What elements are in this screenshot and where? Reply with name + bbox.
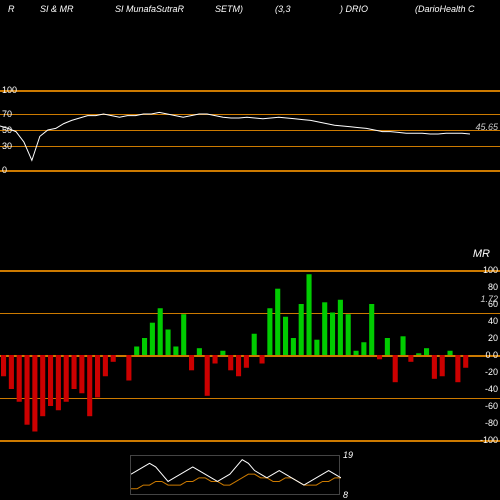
rsi-line-panel	[0, 90, 470, 170]
header-label: SI & MR	[40, 4, 74, 14]
mr-indicator-label: MR	[473, 248, 490, 260]
mid-tick-label: -80	[485, 418, 498, 428]
mid-tick-label: 20	[488, 333, 498, 343]
mr-bar-panel	[0, 270, 470, 440]
mid-tick-label: -60	[485, 401, 498, 411]
rsi-current-value: 45.65	[475, 122, 498, 132]
mid-tick-label: -100	[480, 435, 498, 445]
header-label: SETM)	[215, 4, 243, 14]
header-label: ) DRIO	[340, 4, 368, 14]
bottom-tick-label: 8	[343, 490, 348, 500]
bottom-tick-label: 19	[343, 450, 353, 460]
mini-line-svg	[131, 456, 341, 496]
mid-tick-label: 100	[483, 265, 498, 275]
header-label: R	[8, 4, 15, 14]
chart-header: R SI & MR SI MunafaSutraR SETM) (3,3 ) DRIO (D…	[0, 0, 500, 20]
mr-bar-svg	[0, 270, 470, 440]
mr-current-value: 1.72	[480, 294, 498, 304]
mid-tick-label: -40	[485, 384, 498, 394]
mini-line-panel	[130, 455, 340, 495]
mid-tick-label: -20	[485, 367, 498, 377]
header-label: (3,3	[275, 4, 291, 14]
rsi-line-svg	[0, 90, 470, 170]
mid-tick-label: 0 0	[485, 350, 498, 360]
mid-tick-label: 40	[488, 316, 498, 326]
header-label: (DarioHealth C	[415, 4, 475, 14]
mid-tick-label: 80	[488, 282, 498, 292]
header-label: SI MunafaSutraR	[115, 4, 184, 14]
